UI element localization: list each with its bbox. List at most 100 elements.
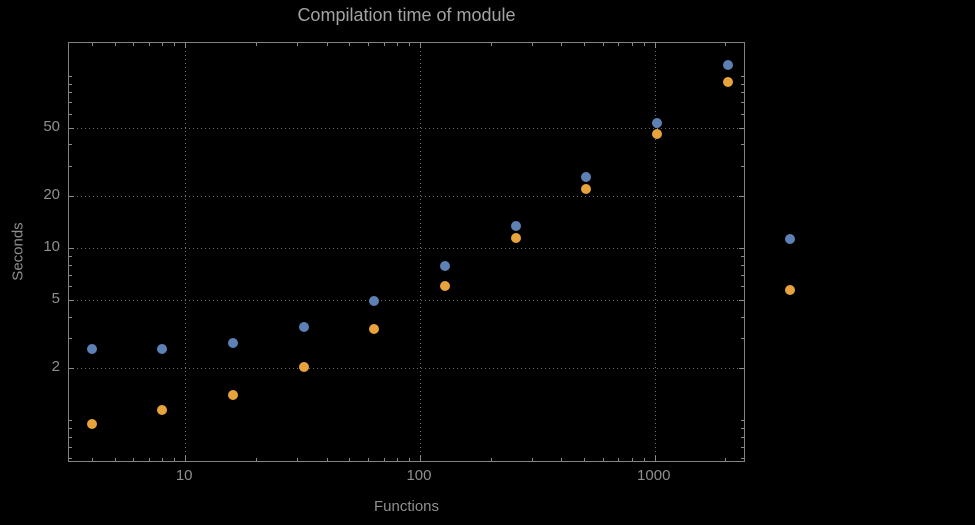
y-minor-tick [741, 102, 744, 104]
x-minor-tick [725, 43, 727, 46]
x-minor-tick [584, 458, 586, 461]
y-minor-tick [69, 75, 72, 77]
data-point-series-1 [581, 171, 592, 182]
x-minor-tick [255, 458, 257, 461]
x-major-tick [419, 456, 421, 461]
y-minor-tick [741, 446, 744, 448]
x-minor-tick [162, 458, 164, 461]
y-minor-tick [741, 75, 744, 77]
x-major-tick [654, 43, 656, 48]
y-minor-tick [741, 92, 744, 94]
data-point-series-2 [298, 361, 309, 372]
y-minor-tick [69, 255, 72, 257]
y-minor-tick [741, 428, 744, 430]
x-minor-tick [133, 458, 135, 461]
x-minor-tick [397, 458, 399, 461]
x-minor-tick [631, 43, 633, 46]
y-gridline [69, 248, 744, 250]
y-gridline [69, 299, 744, 301]
y-gridline [69, 368, 744, 370]
y-minor-tick [69, 436, 72, 438]
y-minor-tick [69, 316, 72, 318]
x-minor-tick [531, 458, 533, 461]
x-minor-tick [409, 43, 411, 46]
y-major-tick [69, 196, 74, 198]
y-gridline [69, 127, 744, 129]
x-minor-tick [297, 458, 299, 461]
y-minor-tick [741, 83, 744, 85]
x-minor-tick [174, 458, 176, 461]
data-point-series-1 [369, 296, 380, 307]
x-minor-tick [561, 43, 563, 46]
x-tick-label: 1000 [637, 467, 671, 484]
x-gridline [419, 43, 421, 461]
x-minor-tick [326, 43, 328, 46]
y-minor-tick [69, 102, 72, 104]
x-minor-tick [531, 43, 533, 46]
x-minor-tick [490, 458, 492, 461]
y-major-tick [69, 248, 74, 250]
x-minor-tick [91, 43, 93, 46]
data-point-series-1 [722, 60, 733, 71]
x-minor-tick [618, 43, 620, 46]
x-minor-tick [602, 458, 604, 461]
x-minor-tick [148, 43, 150, 46]
legend-marker-series-2 [785, 285, 795, 295]
y-major-tick [69, 368, 74, 370]
y-major-tick [739, 368, 744, 370]
x-minor-tick [326, 458, 328, 461]
y-minor-tick [741, 436, 744, 438]
y-minor-tick [741, 316, 744, 318]
y-minor-tick [69, 92, 72, 94]
x-minor-tick [148, 458, 150, 461]
data-point-series-2 [652, 128, 663, 139]
y-tick-label: 10 [43, 238, 60, 256]
y-minor-tick [741, 286, 744, 288]
data-point-series-2 [369, 323, 380, 334]
y-minor-tick [69, 420, 72, 422]
y-minor-tick [69, 83, 72, 85]
x-axis-label: Functions [373, 498, 440, 515]
data-point-series-1 [298, 321, 309, 332]
data-point-series-1 [228, 338, 239, 349]
x-minor-tick [162, 43, 164, 46]
data-point-series-1 [157, 343, 168, 354]
x-minor-tick [383, 458, 385, 461]
x-gridline [654, 43, 656, 461]
data-point-series-1 [440, 260, 451, 271]
x-minor-tick [602, 43, 604, 46]
y-minor-tick [741, 144, 744, 146]
x-minor-tick [584, 43, 586, 46]
y-minor-tick [69, 165, 72, 167]
y-gridline [69, 196, 744, 198]
y-minor-tick [69, 338, 72, 340]
data-point-series-2 [722, 77, 733, 88]
x-minor-tick [367, 458, 369, 461]
data-point-series-2 [157, 404, 168, 415]
x-minor-tick [255, 43, 257, 46]
legend [785, 234, 795, 295]
y-minor-tick [69, 144, 72, 146]
y-tick-label: 2 [51, 358, 60, 376]
x-minor-tick [114, 43, 116, 46]
y-major-tick [739, 127, 744, 129]
y-minor-tick [741, 264, 744, 266]
y-minor-tick [69, 458, 72, 460]
x-minor-tick [91, 458, 93, 461]
data-point-series-2 [440, 281, 451, 292]
y-major-tick [739, 196, 744, 198]
data-point-series-2 [510, 232, 521, 243]
x-minor-tick [643, 43, 645, 46]
x-minor-tick [643, 458, 645, 461]
y-minor-tick [69, 274, 72, 276]
y-minor-tick [741, 338, 744, 340]
data-point-series-1 [652, 118, 663, 129]
y-minor-tick [69, 113, 72, 115]
x-major-tick [185, 43, 187, 48]
y-tick-label: 20 [43, 186, 60, 204]
data-point-series-1 [86, 343, 97, 354]
x-minor-tick [397, 43, 399, 46]
y-major-tick [69, 299, 74, 301]
y-tick-label: 5 [51, 289, 60, 307]
